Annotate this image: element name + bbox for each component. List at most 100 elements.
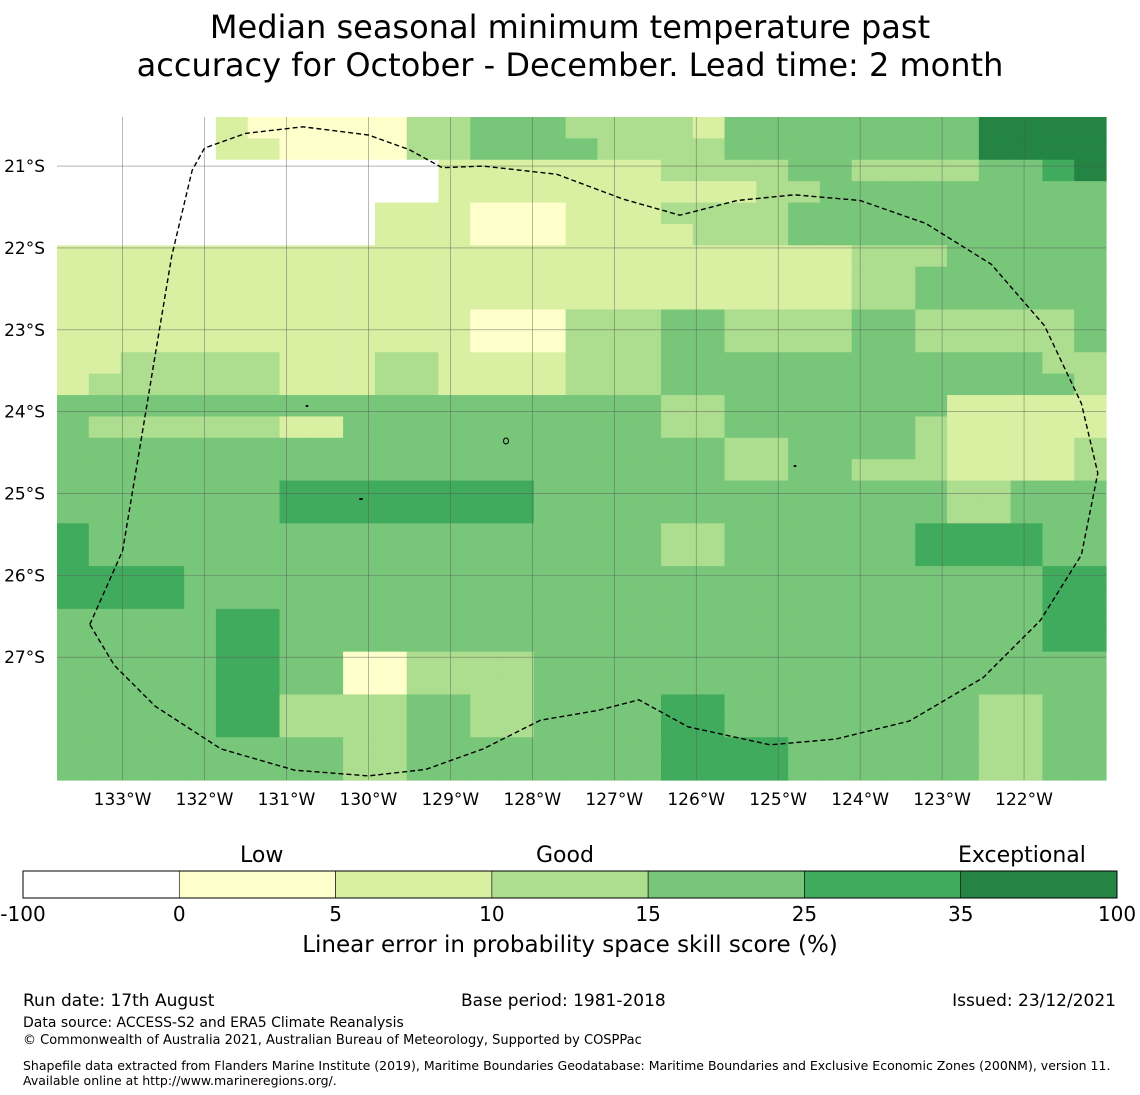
grid-cell [1010, 566, 1044, 589]
grid-cell [660, 737, 694, 760]
grid-cell [692, 480, 726, 503]
grid-cell [851, 630, 885, 653]
grid-cell [247, 373, 281, 396]
grid-cell [660, 159, 694, 182]
grid-cell [1010, 352, 1044, 375]
grid-cell [57, 587, 90, 610]
grid-cell [819, 395, 853, 418]
grid-cell [343, 159, 376, 182]
grid-cell [152, 758, 185, 781]
grid-cell [470, 437, 503, 460]
grid-cell [692, 352, 726, 375]
grid-cell [184, 288, 217, 311]
colorbar-segment [491, 870, 649, 899]
grid-cell [247, 459, 281, 482]
grid-cell [152, 288, 185, 311]
grid-cell [247, 501, 281, 524]
grid-cell [215, 715, 249, 738]
grid-cell [502, 202, 535, 225]
grid-cell [1042, 501, 1075, 524]
grid-cell [565, 630, 598, 653]
grid-cell [152, 352, 185, 375]
grid-cell [788, 245, 821, 268]
grid-cell [247, 566, 281, 589]
grid-cell [152, 395, 185, 418]
grid-cell [120, 566, 153, 589]
grid-cell [629, 266, 662, 289]
grid-cell [629, 587, 662, 610]
grid-cell [533, 138, 567, 161]
grid-cell [120, 266, 153, 289]
skill-score-grid [57, 117, 1107, 781]
grid-cell [819, 480, 853, 503]
grid-cell [565, 181, 598, 204]
grid-cell [470, 608, 503, 631]
grid-cell [374, 758, 408, 781]
grid-cell [311, 715, 344, 738]
grid-cell [597, 694, 630, 717]
grid-cell [88, 566, 122, 589]
grid-cell [788, 181, 821, 204]
latitude-tick-label: 25°S [4, 485, 45, 505]
grid-cell [1074, 352, 1107, 375]
grid-cell [629, 673, 662, 696]
grid-cell [597, 117, 630, 139]
grid-cell [406, 715, 440, 738]
grid-cell [406, 159, 440, 182]
grid-cell [533, 459, 567, 482]
grid-cell [724, 715, 757, 738]
grid-cell [629, 352, 662, 375]
grid-cell [660, 416, 694, 439]
grid-cell [756, 480, 789, 503]
grid-cell [1010, 373, 1044, 396]
grid-cell [311, 245, 344, 268]
longitude-tick-labels: 133°W 132°W 131°W 130°W 129°W 128°W 127°W 126°W… [94, 790, 1053, 810]
grid-cell [311, 266, 344, 289]
grid-cell [374, 480, 408, 503]
grid-cell [629, 630, 662, 653]
grid-cell [724, 437, 757, 460]
grid-cell [1074, 694, 1107, 717]
grid-cell [692, 737, 726, 760]
grid-cell [311, 373, 344, 396]
grid-cell [215, 288, 249, 311]
grid-cell [311, 587, 344, 610]
grid-cell [438, 352, 471, 375]
grid-cell [406, 523, 440, 546]
grid-cell [629, 523, 662, 546]
grid-cell [533, 523, 567, 546]
grid-cell [1042, 416, 1075, 439]
grid-cell [343, 566, 376, 589]
grid-cell [215, 608, 249, 631]
grid-cell [597, 523, 630, 546]
grid-cell [311, 480, 344, 503]
grid-cell [343, 608, 376, 631]
grid-cell [215, 673, 249, 696]
grid-cell [343, 673, 376, 696]
grid-cell [565, 202, 598, 225]
grid-cell [947, 416, 980, 439]
grid-cell [883, 159, 916, 182]
grid-cell [279, 544, 312, 567]
grid-cell [978, 266, 1012, 289]
grid-cell [88, 309, 122, 332]
grid-cell [57, 459, 90, 482]
grid-cell [851, 651, 885, 674]
grid-cell [692, 673, 726, 696]
grid-cell [343, 715, 376, 738]
grid-cell [311, 352, 344, 375]
grid-cell [597, 330, 630, 353]
grid-cell [1042, 587, 1075, 610]
grid-cell [57, 608, 90, 631]
grid-cell [1010, 437, 1044, 460]
grid-cell [406, 608, 440, 631]
grid-cell [152, 330, 185, 353]
grid-cell [788, 501, 821, 524]
grid-cell [470, 395, 503, 418]
grid-cell [1010, 459, 1044, 482]
grid-cell [343, 288, 376, 311]
grid-cell [533, 758, 567, 781]
grid-cell [343, 117, 376, 139]
grid-cell [311, 202, 344, 225]
grid-cell [502, 544, 535, 567]
